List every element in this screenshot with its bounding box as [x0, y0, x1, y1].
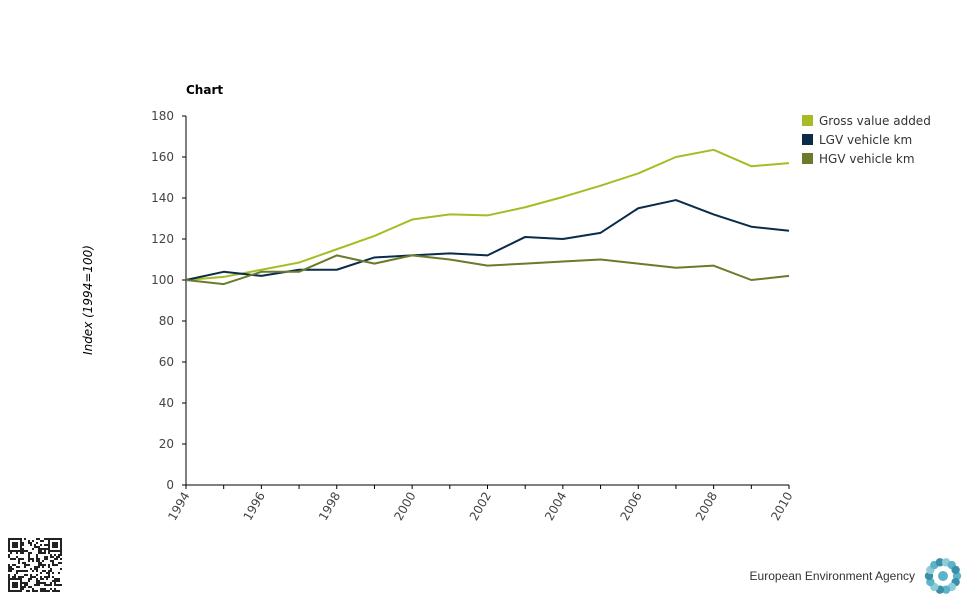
x-tick-label: 1998 — [316, 490, 343, 523]
y-tick-label: 40 — [159, 396, 174, 410]
legend-label: Gross value added — [819, 114, 931, 128]
legend-label: HGV vehicle km — [819, 152, 915, 166]
legend-swatch — [802, 115, 813, 126]
y-tick-label: 20 — [159, 437, 174, 451]
series-line-lgv-vehicle-km — [185, 199, 790, 281]
eea-sun-icon — [924, 558, 962, 594]
series-line-gross-value-added — [185, 148, 790, 281]
y-axis-label: Index (1994=100) — [81, 245, 95, 355]
y-axis: 0 20 40 60 80 100 120 140 160 180 — [151, 109, 186, 492]
y-tick-label: 120 — [151, 232, 174, 246]
x-tick-label: 2002 — [467, 490, 494, 523]
x-tick-label: 1994 — [165, 490, 192, 523]
y-tick-label: 160 — [151, 150, 174, 164]
x-axis: 1994 1996 1998 2000 2002 2004 2006 2008 2010 — [165, 485, 796, 523]
legend-label: LGV vehicle km — [819, 133, 912, 147]
legend-swatch — [802, 153, 813, 164]
chart-title: Chart — [186, 83, 223, 97]
y-tick-label: 140 — [151, 191, 174, 205]
y-tick-label: 100 — [151, 273, 174, 287]
y-tick-label: 80 — [159, 314, 174, 328]
x-tick-label: 2004 — [542, 490, 569, 523]
x-tick-label: 1996 — [241, 490, 268, 523]
y-tick-label: 0 — [166, 478, 174, 492]
series-group — [185, 148, 790, 286]
legend: Gross value added LGV vehicle km HGV vehic… — [802, 114, 931, 166]
x-tick-label: 2010 — [768, 490, 795, 523]
qr-code-icon — [8, 538, 62, 592]
eea-logo: European Environment Agency — [750, 554, 965, 598]
agency-name: European Environment Agency — [749, 569, 915, 583]
y-tick-label: 60 — [159, 355, 174, 369]
x-tick-label: 2006 — [617, 490, 644, 523]
x-tick-label: 2000 — [391, 490, 418, 523]
x-tick-label: 2008 — [693, 490, 720, 523]
y-tick-label: 180 — [151, 109, 174, 123]
series-line-hgv-vehicle-km — [185, 254, 790, 286]
legend-swatch — [802, 134, 813, 145]
